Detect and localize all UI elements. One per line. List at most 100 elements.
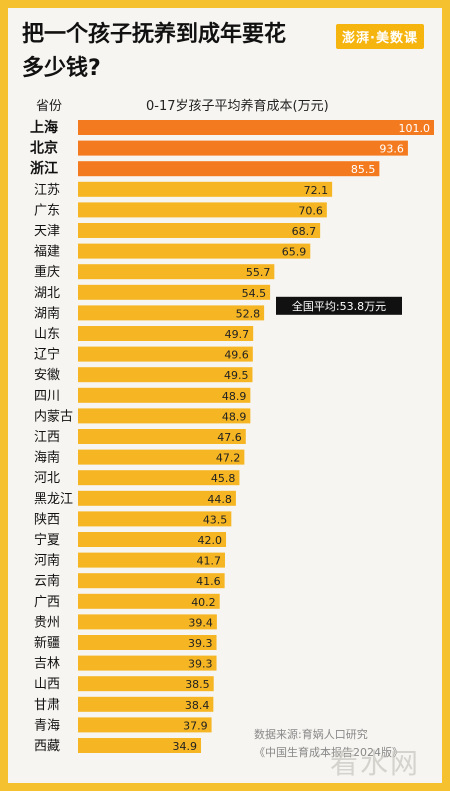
bar-value-label: 43.5 [203, 513, 228, 526]
bar [78, 593, 220, 609]
bar-value-label: 39.3 [188, 637, 213, 650]
bar-value-label: 48.9 [222, 390, 247, 403]
province-label: 湖南 [34, 305, 60, 321]
province-label: 重庆 [34, 264, 60, 280]
province-label: 天津 [34, 224, 60, 239]
title-line-2: 多少钱? [22, 56, 101, 81]
bar [78, 223, 321, 238]
bar-chart: 上海 101.0 北京 93.6 浙江 85.5 江苏 72.1 广东 70.6 天津 68.7 福建 6… [30, 119, 434, 754]
bar-value-label: 68.7 [292, 225, 317, 238]
province-label: 上海 [30, 119, 58, 136]
bar-value-label: 34.9 [173, 740, 198, 753]
bar [78, 326, 254, 341]
bar [78, 738, 202, 753]
watermark: 看水网 [329, 747, 420, 780]
province-label: 广东 [34, 203, 60, 218]
bar-value-label: 41.7 [196, 555, 221, 568]
source-note: 数据来源:育娲人口研究 《中国生育成本报告2024版》 [254, 726, 403, 762]
title-line-1: 把一个孩子抚养到成年要花 [22, 22, 287, 47]
province-label: 陕西 [34, 512, 60, 527]
bar-value-label: 85.5 [351, 163, 376, 176]
bar [78, 635, 217, 650]
province-label: 贵州 [34, 615, 60, 630]
bar [78, 140, 408, 156]
national-average-box-bg [276, 296, 402, 315]
province-label: 安徽 [34, 368, 60, 383]
bar [78, 490, 236, 506]
bar-value-label: 54.5 [242, 287, 267, 300]
province-label: 宁夏 [34, 532, 60, 548]
bar [78, 202, 327, 218]
province-label: 吉林 [34, 657, 60, 672]
province-label: 山西 [34, 677, 60, 692]
source-line-2: 《中国生育成本报告2024版》 [254, 746, 403, 759]
bar [78, 243, 311, 259]
bar [78, 408, 251, 424]
bar-value-label: 38.4 [185, 699, 210, 712]
bar-value-label: 101.0 [399, 122, 431, 135]
bar-value-label: 49.7 [225, 328, 250, 341]
bar-value-label: 72.1 [304, 184, 329, 197]
bar-value-label: 39.3 [188, 658, 213, 671]
bar [78, 120, 434, 135]
province-label: 山东 [34, 327, 60, 342]
chart-axis-label: 0-17岁孩子平均养育成本(万元) [146, 99, 329, 114]
bar-value-label: 49.6 [224, 349, 249, 362]
bar [78, 387, 251, 403]
province-label: 青海 [34, 718, 60, 733]
bar-value-label: 52.8 [236, 307, 261, 320]
bar [78, 346, 253, 362]
province-label: 江苏 [34, 182, 60, 198]
bar [78, 655, 217, 671]
bar [78, 717, 212, 733]
bar-value-label: 42.0 [198, 534, 223, 547]
bar-value-label: 39.4 [188, 616, 213, 629]
bar [78, 264, 275, 280]
bar-value-label: 37.9 [183, 719, 208, 732]
province-label: 河北 [34, 471, 60, 486]
bar [78, 305, 265, 321]
bar-value-label: 55.7 [246, 266, 271, 279]
bar [78, 470, 240, 486]
province-label: 云南 [34, 573, 60, 589]
province-label: 西藏 [34, 739, 60, 754]
province-label: 内蒙古 [34, 408, 73, 424]
national-average-box: 全国平均:53.8万元 [276, 296, 402, 315]
bar [78, 284, 271, 300]
province-label: 浙江 [30, 160, 58, 177]
province-label: 广西 [34, 595, 60, 610]
bar-value-label: 38.5 [185, 678, 210, 691]
province-label: 辽宁 [34, 347, 60, 363]
province-label: 海南 [34, 450, 60, 466]
bar-value-label: 41.6 [196, 575, 221, 588]
bar [78, 552, 225, 568]
bar-value-label: 44.8 [207, 493, 232, 506]
province-label: 北京 [30, 140, 58, 157]
bar [78, 161, 380, 177]
bar [78, 367, 253, 383]
bar-value-label: 93.6 [379, 143, 404, 156]
province-label: 新疆 [34, 635, 60, 651]
page-title: 把一个孩子抚养到成年要花 多少钱? [22, 18, 342, 86]
bar-value-label: 70.6 [298, 204, 323, 217]
bar [78, 429, 246, 444]
bar [78, 449, 245, 465]
national-average-label: 全国平均:53.8万元 [292, 299, 386, 313]
province-label: 河南 [34, 553, 60, 569]
brand-logo: 澎湃·美数课 [336, 24, 424, 49]
province-label: 甘肃 [34, 698, 60, 713]
bar [78, 696, 214, 712]
province-label: 四川 [34, 389, 60, 404]
bar-value-label: 47.6 [217, 431, 242, 444]
bar [78, 614, 217, 630]
bar-value-label: 40.2 [191, 596, 216, 609]
province-label: 福建 [34, 245, 60, 260]
province-label: 江西 [34, 430, 60, 445]
bar [78, 181, 333, 197]
bar [78, 532, 227, 547]
province-column-header: 省份 [36, 99, 63, 114]
province-label: 湖北 [34, 286, 60, 301]
bar [78, 511, 232, 527]
province-label: 黑龙江 [34, 492, 73, 507]
bar-value-label: 45.8 [211, 472, 236, 485]
